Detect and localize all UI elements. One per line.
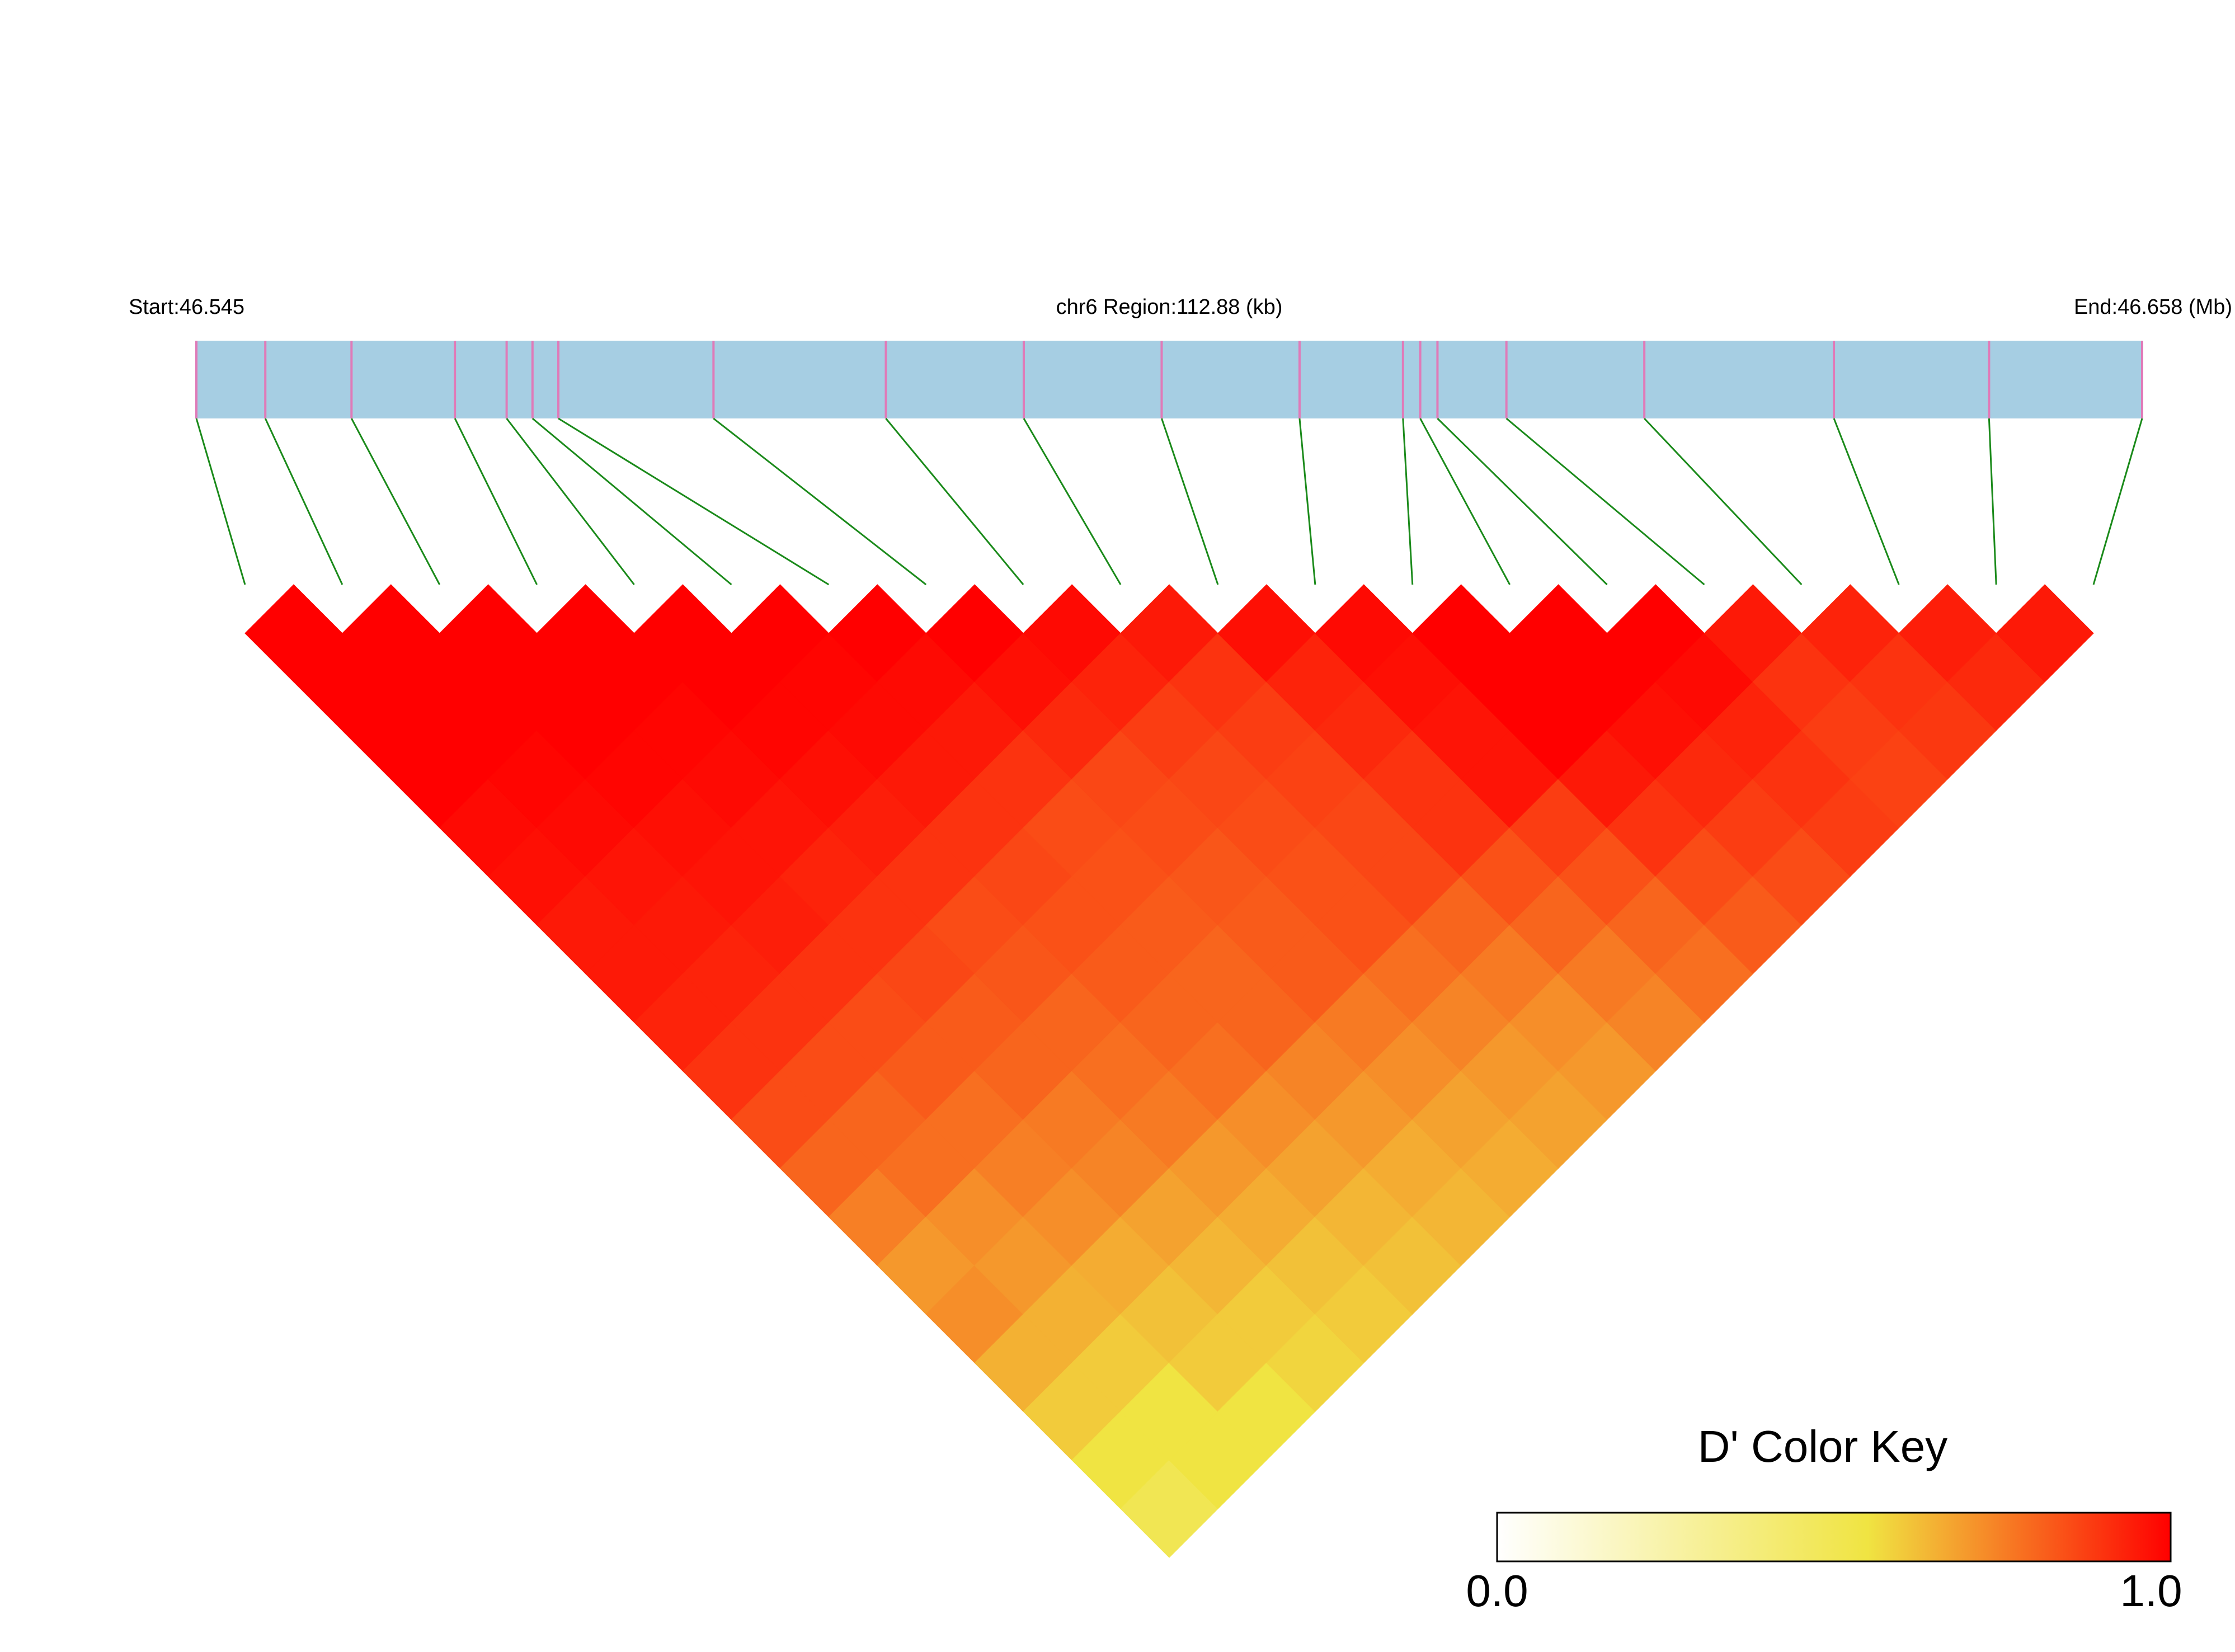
snp-connector [454,418,538,585]
snp-connector [531,417,732,586]
snp-connector [713,417,927,586]
snp-connector [1833,418,1900,585]
ld-cell [1996,584,2094,683]
snp-connector [1402,418,1414,585]
key-tick-label: 1.0 [2120,1566,2182,1616]
snp-connector [1419,418,1511,585]
snp-connector [1437,417,1608,586]
region-label: chr6 Region:112.88 (kb) [1056,295,1283,319]
snp-connector [350,418,441,585]
snp-connector [1644,417,1803,586]
snp-connector [885,418,1024,585]
key-tick-label: 0.0 [1466,1566,1528,1616]
snp-connector [506,418,635,585]
snp-connector [195,418,246,585]
snp-connector [1161,418,1219,585]
snp-connector [1023,418,1122,585]
snp-connector [558,417,830,586]
snp-connector [264,418,344,585]
snp-connector [1505,417,1705,586]
snp-connector [1988,418,1997,585]
snp-connector [2092,418,2143,585]
end-label: End:46.658 (Mb) [2074,295,2232,319]
color-key [1496,1512,2172,1562]
key-title: D' Color Key [1698,1422,1948,1471]
start-label: Start:46.545 [129,295,244,319]
snp-connector [1298,418,1316,585]
position-bar [196,341,2142,418]
